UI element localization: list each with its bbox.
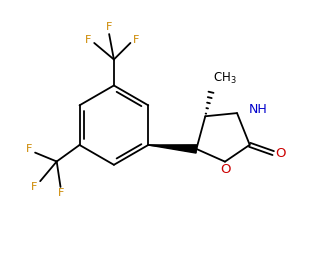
Polygon shape — [148, 145, 197, 153]
Text: O: O — [276, 147, 286, 160]
Text: F: F — [26, 144, 32, 154]
Text: O: O — [220, 163, 231, 176]
Text: F: F — [58, 188, 64, 198]
Text: F: F — [106, 22, 112, 32]
Text: F: F — [85, 36, 91, 45]
Text: F: F — [133, 36, 139, 45]
Text: NH: NH — [248, 103, 267, 117]
Text: F: F — [31, 182, 38, 192]
Text: CH$_3$: CH$_3$ — [213, 71, 237, 87]
